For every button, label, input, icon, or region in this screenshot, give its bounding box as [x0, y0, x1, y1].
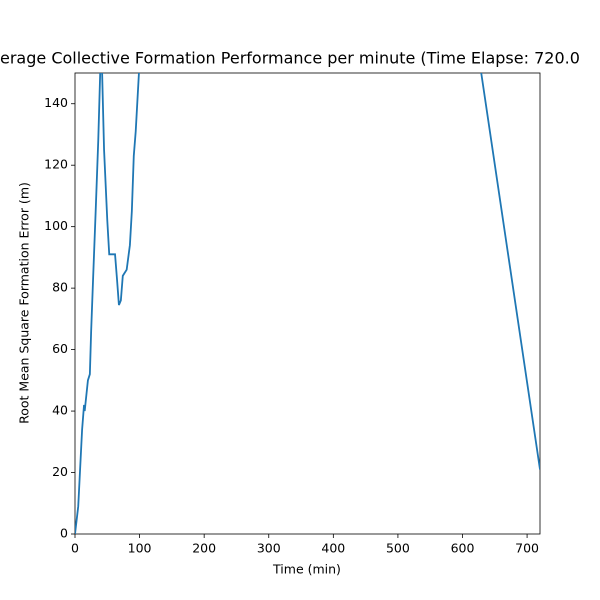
y-axis-label: Root Mean Square Formation Error (m)	[17, 182, 32, 424]
y-tick-label: 120	[44, 157, 68, 172]
line-series	[75, 73, 540, 534]
y-tick-label: 60	[52, 341, 68, 356]
y-tick-label: 80	[52, 280, 68, 295]
y-tick-label: 0	[60, 526, 68, 541]
x-axis-label: Time (min)	[272, 562, 341, 577]
x-tick-label: 100	[128, 541, 152, 556]
y-tick-label: 20	[52, 464, 68, 479]
x-tick-label: 500	[386, 541, 410, 556]
y-tick-label: 140	[44, 95, 68, 110]
x-tick-label: 400	[321, 541, 345, 556]
x-tick-label: 700	[515, 541, 539, 556]
x-tick-label: 300	[257, 541, 281, 556]
y-tick-label: 40	[52, 403, 68, 418]
y-tick-label: 100	[44, 218, 68, 233]
plot-frame	[74, 72, 541, 535]
x-tick-label: 0	[71, 541, 79, 556]
x-tick-label: 600	[451, 541, 475, 556]
x-tick-label: 200	[192, 541, 216, 556]
chart-title: erage Collective Formation Performance p…	[0, 49, 580, 68]
